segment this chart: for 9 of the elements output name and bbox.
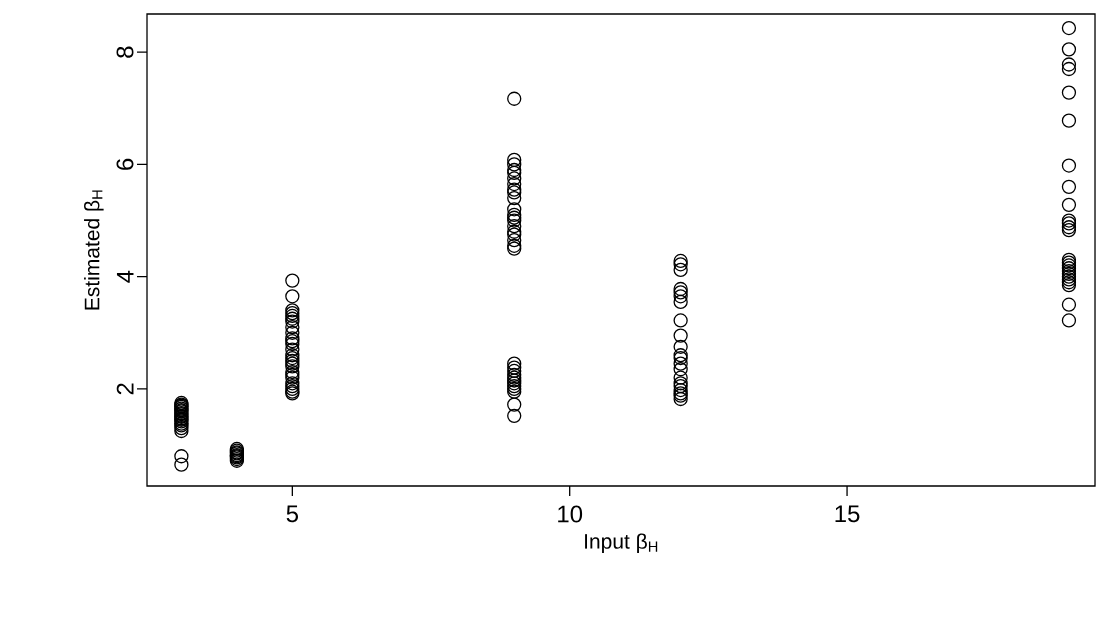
y-tick-label: 2 — [116, 383, 134, 395]
y-tick-label: 6 — [116, 158, 134, 170]
x-tick-label: 15 — [835, 505, 860, 523]
x-tick-label: 5 — [286, 505, 299, 523]
y-tick-label: 8 — [116, 46, 134, 58]
y-tick-label: 4 — [116, 270, 134, 283]
y-axis-title: Estimated β$_{H}$ — [84, 190, 104, 310]
x-axis-title: Input β$_{H}$ — [585, 533, 658, 553]
x-tick-label: 10 — [558, 505, 583, 523]
